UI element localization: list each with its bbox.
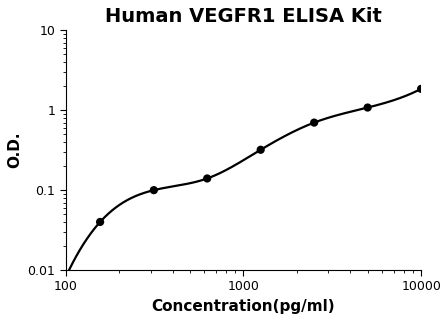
Point: [418, 86, 425, 91]
Y-axis label: O.D.: O.D.: [7, 132, 22, 169]
Title: Human VEGFR1 ELISA Kit: Human VEGFR1 ELISA Kit: [105, 7, 382, 26]
X-axis label: Concentration(pg/ml): Concentration(pg/ml): [151, 299, 335, 314]
Point: [310, 120, 318, 125]
Point: [96, 219, 103, 224]
Point: [203, 176, 211, 181]
Point: [364, 105, 371, 110]
Point: [150, 187, 157, 193]
Point: [257, 147, 264, 152]
